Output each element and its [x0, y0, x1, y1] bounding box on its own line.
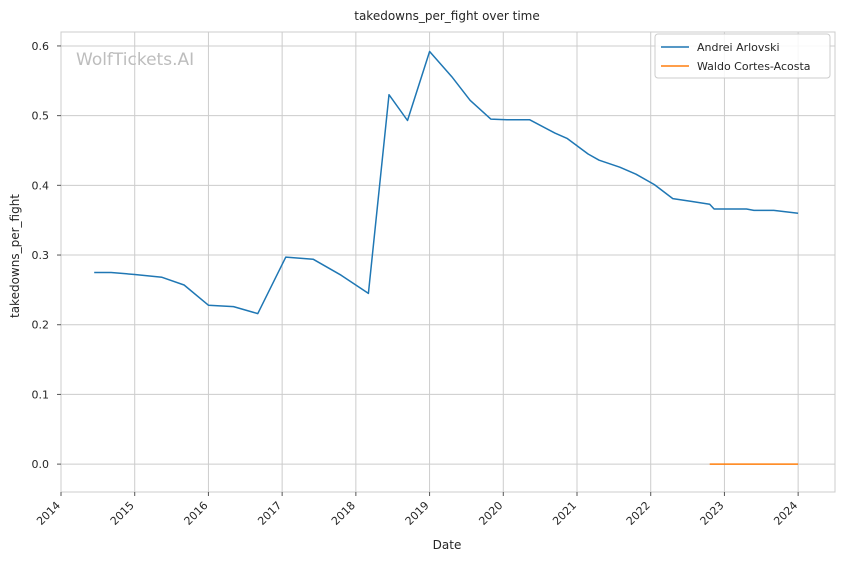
x-tick-label: 2019 — [403, 499, 432, 528]
x-tick-label: 2017 — [255, 499, 284, 528]
y-tick-label: 0.0 — [32, 458, 50, 471]
x-tick-label: 2016 — [182, 499, 211, 528]
y-axis-label: takedowns_per_fight — [8, 194, 22, 318]
series-line-andrei-arlovski — [94, 50, 799, 315]
legend-box — [654, 33, 831, 79]
legend-label: Andrei Arlovski — [697, 41, 780, 54]
grid-lines — [60, 32, 835, 492]
x-axis-ticks: 2014 2015 2016 2017 2018 2019 2020 2021 2022 2023… — [34, 492, 800, 528]
y-axis-ticks: 0.0 0.1 0.2 0.3 0.4 0.5 0.6 — [32, 40, 61, 471]
x-tick-label: 2018 — [329, 499, 358, 528]
y-tick-label: 0.1 — [32, 388, 50, 401]
legend-label: Waldo Cortes-Acosta — [697, 60, 811, 73]
x-tick-label: 2015 — [108, 499, 137, 528]
chart-title: takedowns_per_fight over time — [354, 9, 540, 23]
x-axis-label: Date — [433, 538, 462, 552]
plot-area — [60, 31, 836, 493]
plot-background — [60, 31, 836, 493]
watermark: WolfTickets.AI — [76, 50, 194, 70]
y-tick-label: 0.5 — [32, 110, 50, 123]
x-tick-label: 2022 — [624, 499, 653, 528]
y-tick-label: 0.3 — [32, 249, 50, 262]
x-tick-label: 2020 — [476, 499, 505, 528]
series-layer — [94, 50, 799, 465]
y-tick-label: 0.6 — [32, 40, 50, 53]
x-tick-label: 2024 — [771, 499, 800, 528]
y-tick-label: 0.2 — [32, 319, 50, 332]
x-tick-label: 2014 — [34, 499, 63, 528]
legend: Andrei Arlovski Waldo Cortes-Acosta — [654, 33, 831, 79]
y-tick-label: 0.4 — [32, 179, 50, 192]
x-tick-label: 2021 — [550, 499, 579, 528]
x-tick-label: 2023 — [698, 499, 727, 528]
